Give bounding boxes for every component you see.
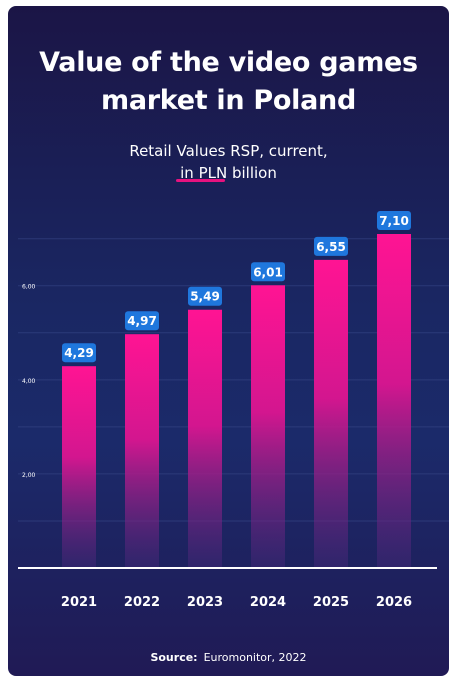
x-tick-label: 2025 (313, 595, 349, 610)
chart-subtitle: Retail Values RSP, current, in PLN billi… (8, 140, 449, 184)
value-label-bg (251, 262, 285, 282)
subtitle-line-1: Retail Values RSP, current, (129, 142, 328, 160)
value-label: 7,10 (379, 214, 409, 228)
y-tick-label: 6,00 (22, 284, 36, 291)
bar-2021 (62, 366, 96, 568)
bar-2025 (314, 259, 348, 568)
infographic-card: Value of the video games market in Polan… (8, 6, 449, 676)
x-tick-label: 2022 (124, 595, 160, 610)
subtitle-underline (176, 179, 225, 182)
value-label-bg (377, 211, 411, 230)
subtitle-line-2-wrap: in PLN billion (176, 162, 277, 184)
x-tick-label: 2023 (187, 595, 223, 610)
value-label: 5,49 (190, 290, 220, 304)
value-label-bg (188, 286, 222, 306)
value-label-bg (62, 343, 96, 363)
source-label: Source: (150, 651, 198, 664)
y-tick-label: 2,00 (22, 472, 36, 479)
bar-chart: 2,00 4,00 6,00 4,29 4,97 5,49 6,01 6,55 7,10 20… (18, 211, 449, 610)
y-tick-label: 4,00 (22, 378, 36, 385)
value-label-bg (314, 236, 348, 256)
value-label: 4,29 (64, 346, 94, 360)
value-label: 6,55 (316, 240, 346, 254)
bar-2023 (188, 309, 222, 568)
x-tick-label: 2026 (376, 595, 412, 610)
source-text: Euromonitor, 2022 (203, 651, 307, 664)
value-label-bg (125, 311, 159, 331)
source-note: Source: Euromonitor, 2022 (8, 651, 449, 664)
subtitle-line-2: in PLN billion (180, 164, 277, 182)
bar-2022 (125, 334, 159, 568)
value-label: 4,97 (127, 314, 157, 328)
chart-title: Value of the video games market in Polan… (8, 44, 449, 120)
value-label: 6,01 (253, 265, 283, 279)
chart-title-text: Value of the video games market in Polan… (39, 47, 418, 116)
bar-2026 (377, 234, 411, 568)
bar-2024 (251, 285, 285, 568)
x-tick-label: 2021 (61, 595, 97, 610)
x-tick-label: 2024 (250, 595, 286, 610)
